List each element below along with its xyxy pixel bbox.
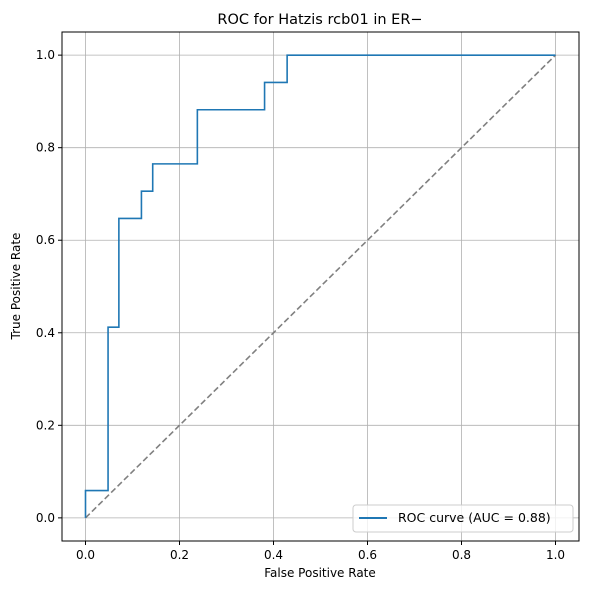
legend: ROC curve (AUC = 0.88) — [352, 504, 574, 533]
x-tick-label-4: 0.8 — [452, 548, 471, 562]
y-tick-label-4: 0.8 — [36, 141, 55, 155]
x-tick-label-2: 0.4 — [264, 548, 283, 562]
legend-box — [352, 504, 574, 533]
roc-curve-line — [84, 54, 556, 518]
grid-lines — [62, 32, 579, 541]
x-axis-label: False Positive Rate — [264, 566, 376, 580]
axis-ticks: 0.0 0.2 0.4 0.6 0.8 1.0 0.0 0.2 0.4 0.6 0.8 1.0 — [36, 48, 565, 562]
y-tick-label-5: 1.0 — [36, 48, 55, 62]
y-tick-label-1: 0.2 — [36, 418, 55, 432]
plot-frame — [61, 31, 580, 542]
x-tick-label-5: 1.0 — [546, 548, 565, 562]
x-tick-label-3: 0.6 — [358, 548, 377, 562]
y-axis-label: True Positive Rate — [9, 233, 23, 341]
y-tick-label-2: 0.4 — [36, 326, 55, 340]
x-tick-label-0: 0.0 — [76, 548, 95, 562]
series-layer — [84, 54, 557, 519]
y-tick-label-0: 0.0 — [36, 511, 55, 525]
legend-entry-roc-curve: ROC curve (AUC = 0.88) — [398, 510, 551, 525]
diagonal-reference-line — [84, 54, 557, 519]
x-tick-label-1: 0.2 — [170, 548, 189, 562]
chart-title: ROC for Hatzis rcb01 in ER− — [217, 12, 422, 28]
y-tick-label-3: 0.6 — [36, 233, 55, 247]
